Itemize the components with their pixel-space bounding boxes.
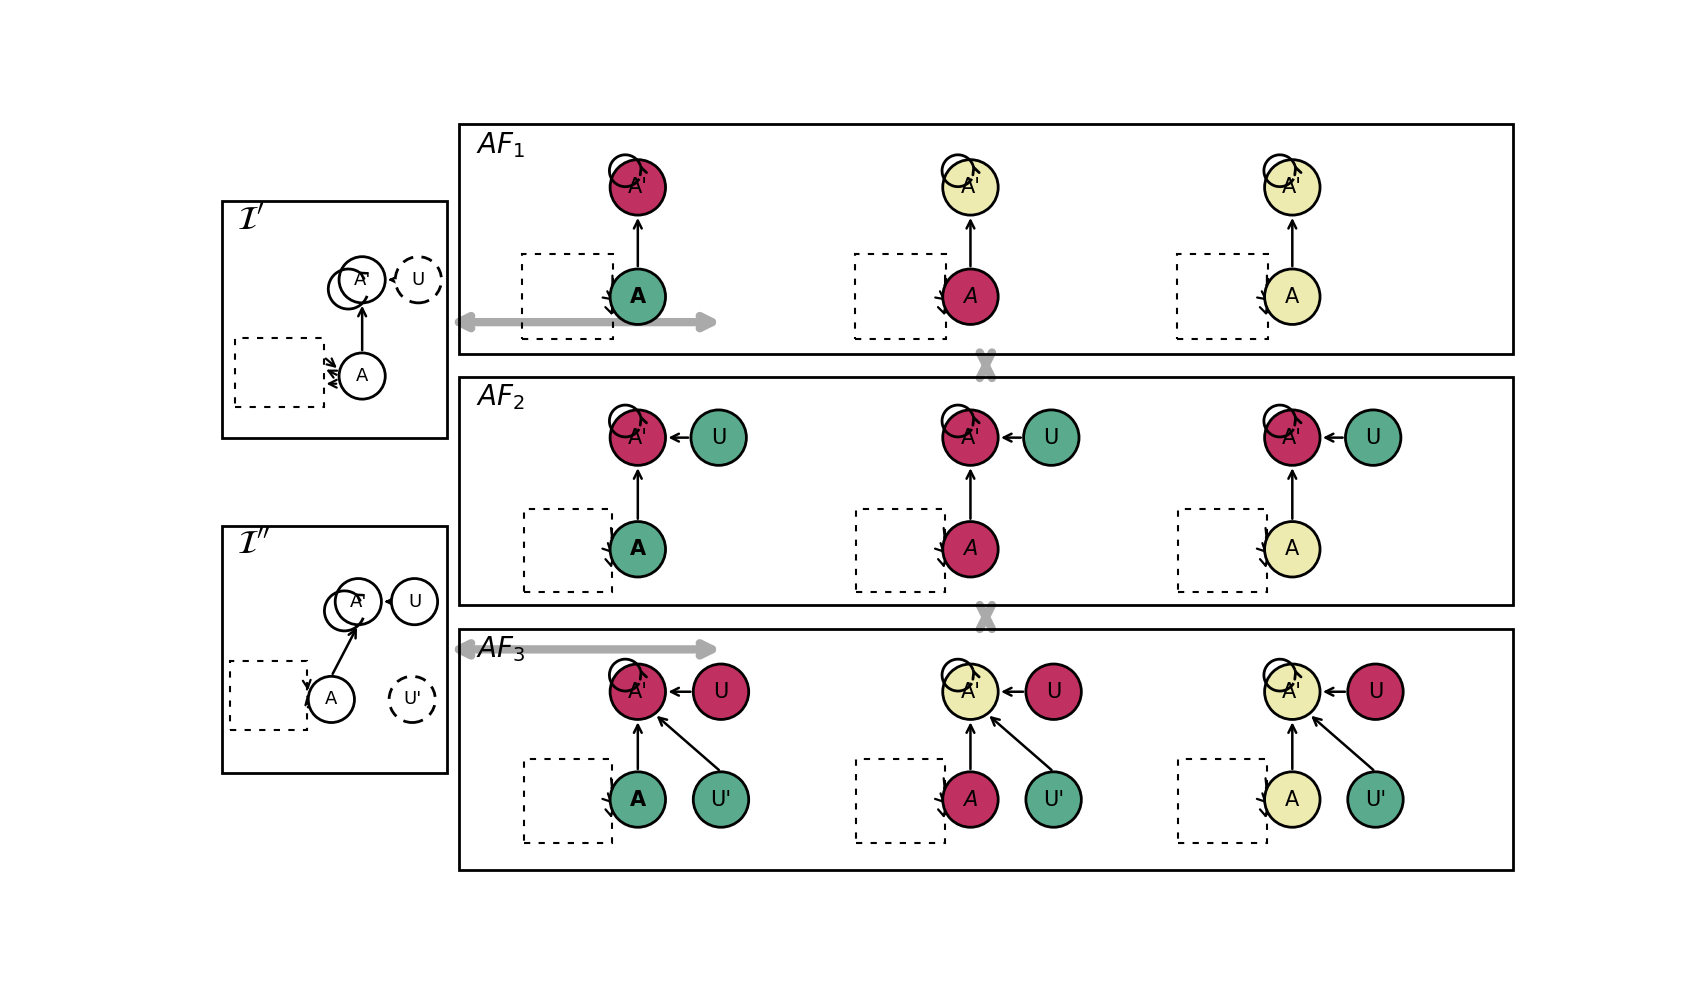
Text: A: A — [1285, 539, 1300, 559]
Text: $AF_2$: $AF_2$ — [476, 383, 525, 412]
Circle shape — [943, 771, 999, 828]
Circle shape — [943, 522, 999, 577]
Circle shape — [609, 410, 665, 465]
Text: A': A' — [1282, 428, 1302, 448]
Bar — [1178, 510, 1266, 592]
Circle shape — [389, 676, 435, 722]
Circle shape — [1265, 522, 1321, 577]
Circle shape — [1265, 410, 1321, 465]
Circle shape — [1348, 664, 1403, 719]
Bar — [855, 255, 946, 339]
Text: U: U — [1366, 428, 1381, 448]
Text: $\mathcal{I}'$: $\mathcal{I}'$ — [237, 205, 266, 237]
Text: A': A' — [1282, 682, 1302, 702]
Circle shape — [943, 410, 999, 465]
Circle shape — [1265, 269, 1321, 325]
Circle shape — [1265, 159, 1321, 215]
Bar — [230, 661, 306, 730]
Bar — [523, 760, 613, 842]
Text: A': A' — [628, 428, 648, 448]
Bar — [222, 202, 447, 439]
Text: A: A — [630, 286, 647, 307]
Text: A: A — [630, 789, 647, 810]
Text: U': U' — [711, 789, 731, 810]
Bar — [459, 377, 1514, 605]
Bar — [523, 510, 613, 592]
Text: U': U' — [403, 691, 422, 708]
Circle shape — [609, 159, 665, 215]
Text: A': A' — [350, 592, 367, 611]
Text: A: A — [630, 539, 647, 559]
Circle shape — [609, 664, 665, 719]
Text: U: U — [1046, 682, 1062, 702]
Text: U': U' — [1365, 789, 1387, 810]
Text: U': U' — [1043, 789, 1065, 810]
Bar — [523, 255, 613, 339]
Circle shape — [339, 353, 386, 400]
Text: A': A' — [1282, 177, 1302, 198]
Circle shape — [609, 522, 665, 577]
Circle shape — [943, 664, 999, 719]
Circle shape — [1024, 410, 1078, 465]
Circle shape — [609, 771, 665, 828]
Text: $\mathcal{I}''$: $\mathcal{I}''$ — [237, 528, 271, 561]
Text: A': A' — [628, 682, 648, 702]
Circle shape — [692, 771, 748, 828]
Text: A: A — [963, 286, 977, 307]
Bar — [1177, 255, 1268, 339]
Circle shape — [943, 159, 999, 215]
Circle shape — [308, 676, 354, 722]
Text: A: A — [1285, 789, 1300, 810]
Bar — [1178, 760, 1266, 842]
Circle shape — [1265, 771, 1321, 828]
Text: $AF_1$: $AF_1$ — [476, 130, 525, 159]
Bar — [857, 510, 945, 592]
Circle shape — [335, 579, 381, 625]
Circle shape — [391, 579, 437, 625]
Bar — [857, 760, 945, 842]
Text: U: U — [408, 592, 422, 611]
Text: U: U — [1368, 682, 1383, 702]
Text: A': A' — [960, 428, 980, 448]
Text: U: U — [713, 682, 728, 702]
Text: U: U — [711, 428, 726, 448]
Circle shape — [1265, 664, 1321, 719]
Text: A: A — [963, 789, 977, 810]
Circle shape — [943, 269, 999, 325]
Circle shape — [339, 257, 386, 303]
Text: A: A — [356, 367, 369, 385]
Text: A': A' — [960, 682, 980, 702]
Circle shape — [1026, 664, 1082, 719]
Circle shape — [692, 664, 748, 719]
Text: A: A — [325, 691, 337, 708]
Bar — [459, 630, 1514, 870]
Text: A': A' — [960, 177, 980, 198]
Circle shape — [609, 269, 665, 325]
Text: A: A — [963, 539, 977, 559]
Bar — [222, 526, 447, 772]
Text: A': A' — [628, 177, 648, 198]
Bar — [459, 124, 1514, 353]
Bar — [235, 338, 323, 406]
Circle shape — [1026, 771, 1082, 828]
Text: A: A — [1285, 286, 1300, 307]
Text: $AF_3$: $AF_3$ — [476, 634, 525, 664]
Text: U: U — [1043, 428, 1060, 448]
Text: U: U — [411, 271, 425, 288]
Circle shape — [394, 257, 442, 303]
Text: A': A' — [354, 271, 371, 288]
Circle shape — [1346, 410, 1400, 465]
Circle shape — [1348, 771, 1403, 828]
Circle shape — [691, 410, 747, 465]
